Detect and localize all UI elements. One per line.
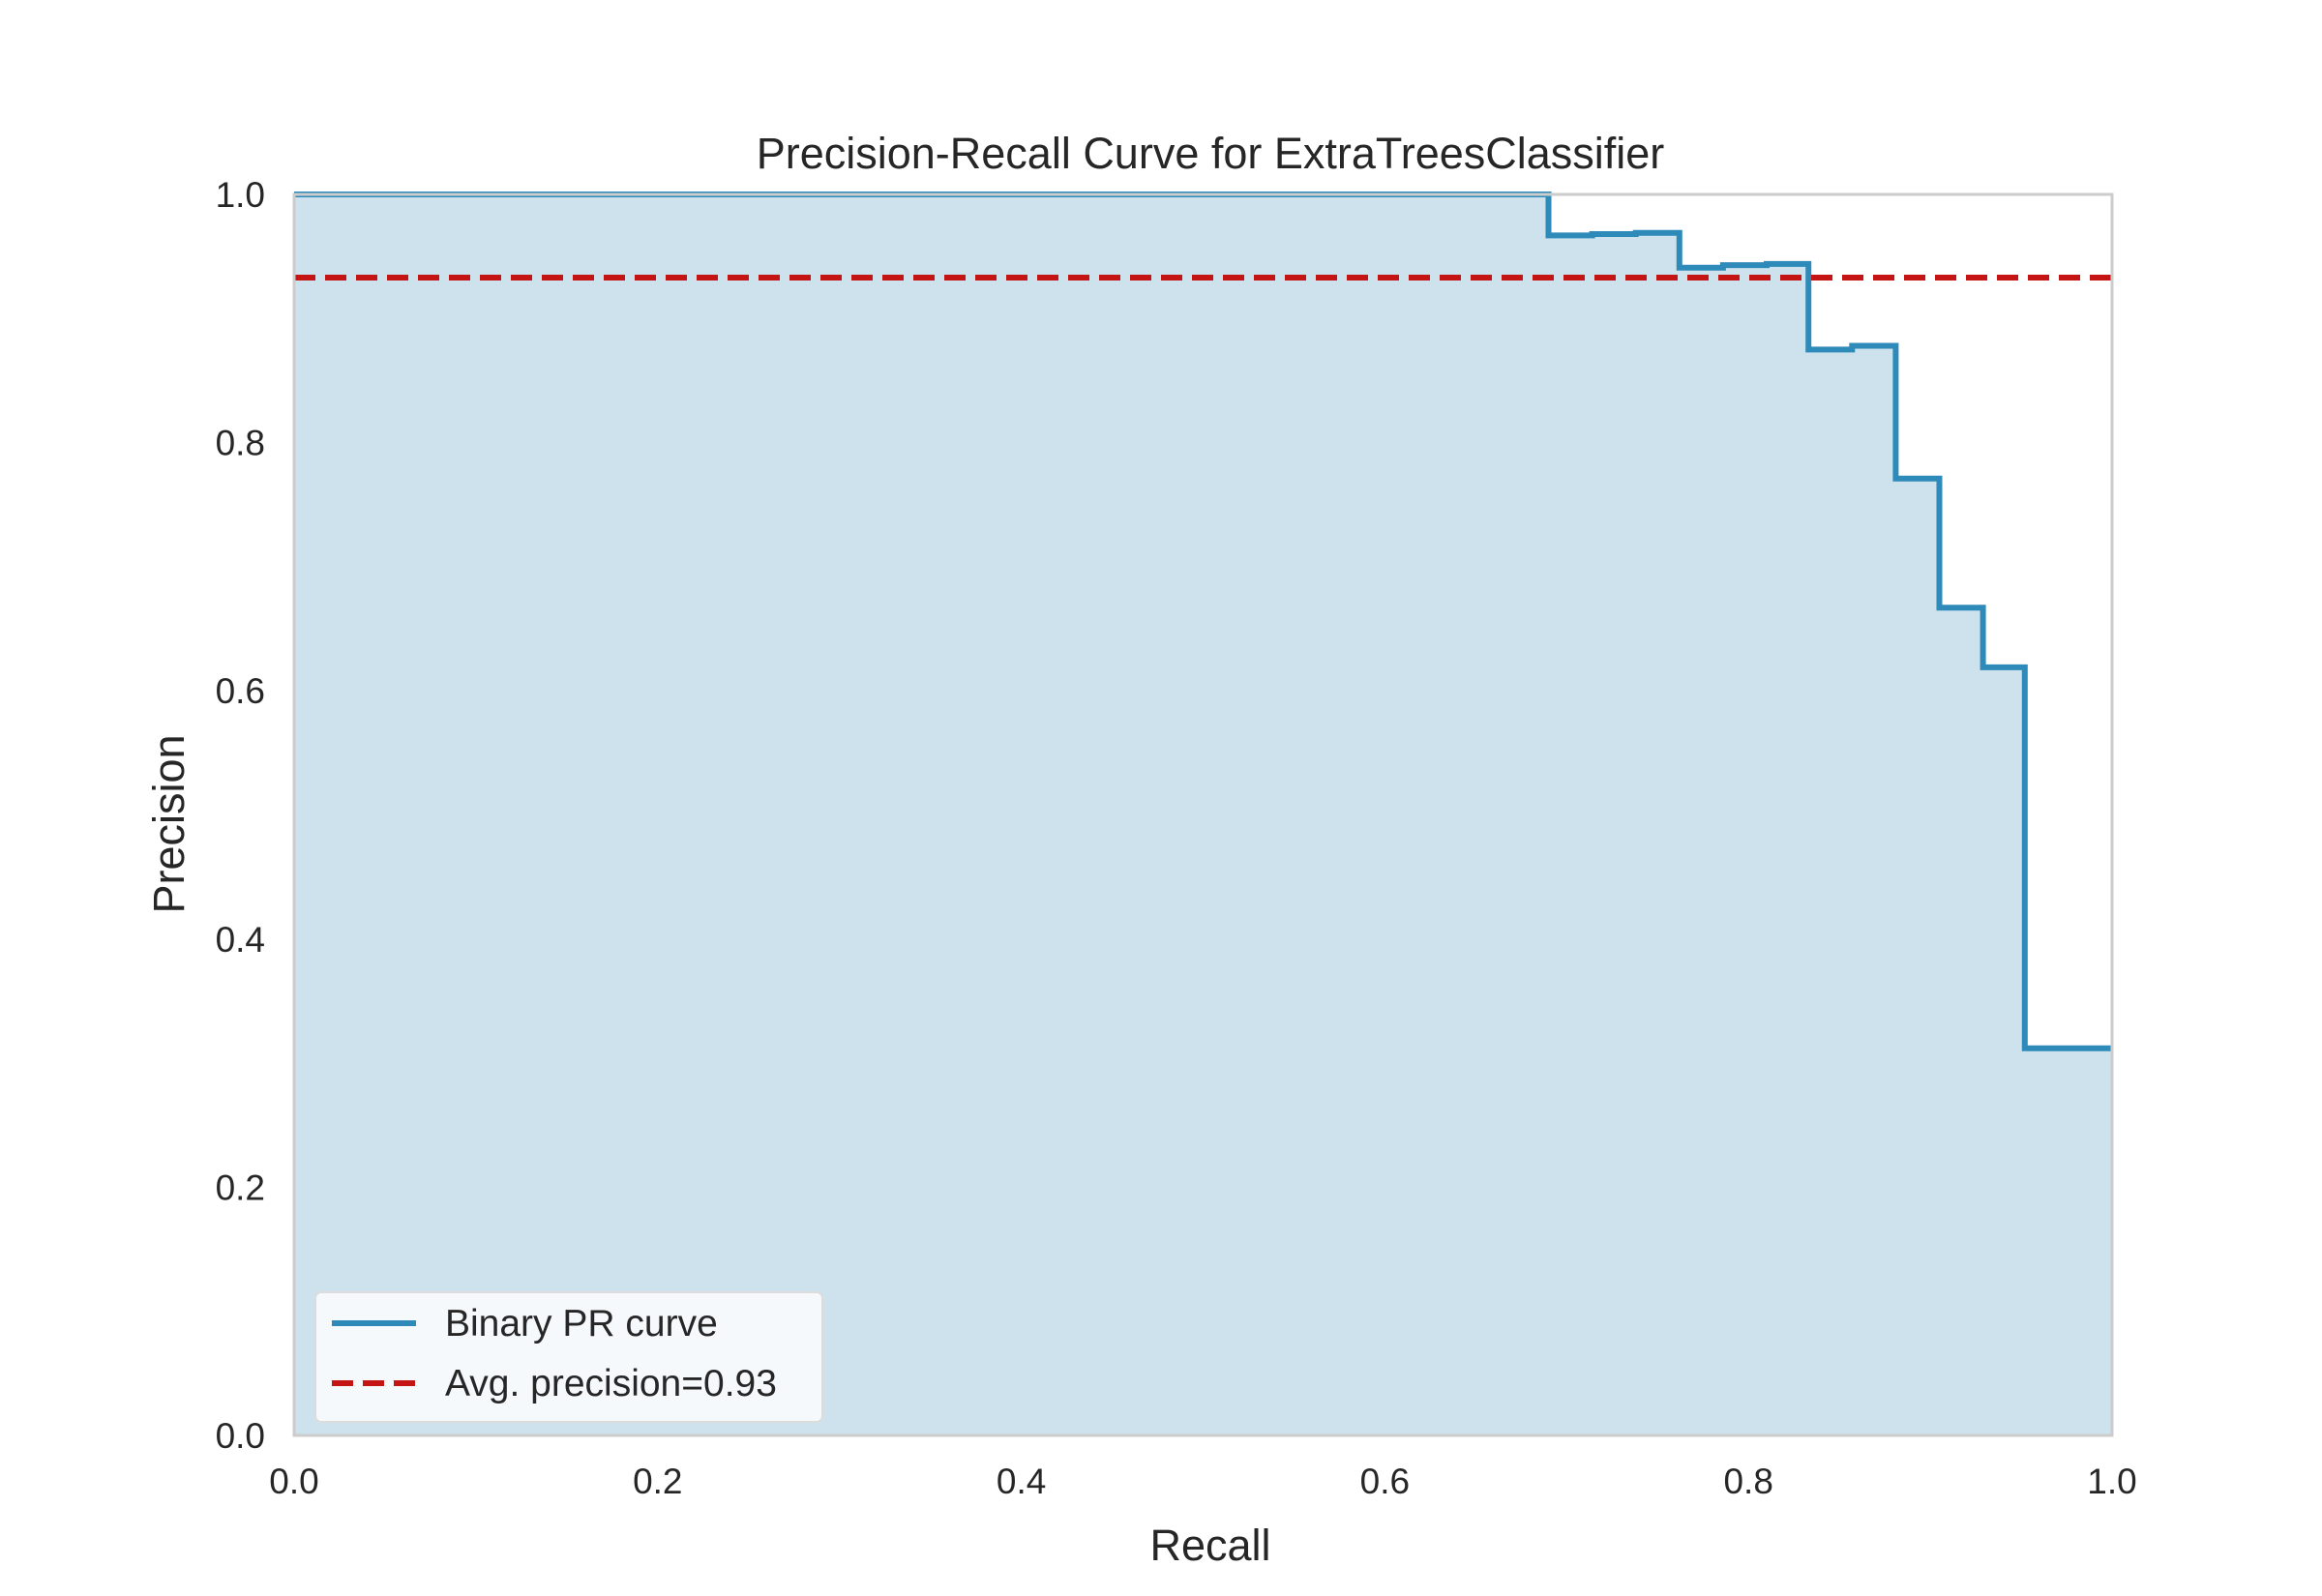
y-tick-label: 0.6 <box>216 671 265 711</box>
legend-avg-precision-label: Avg. precision=0.93 <box>445 1363 777 1404</box>
legend: Binary PR curve Avg. precision=0.93 <box>314 1291 823 1423</box>
x-tick-label: 0.2 <box>633 1462 682 1501</box>
plot-area <box>292 192 2114 1437</box>
pr-curve-fill <box>294 194 2112 1435</box>
legend-pr-curve-label: Binary PR curve <box>445 1303 718 1345</box>
x-axis-label: Recall <box>1149 1521 1270 1570</box>
x-tick-label: 0.4 <box>997 1462 1046 1501</box>
chart-title: Precision-Recall Curve for ExtraTreesCla… <box>757 129 1665 178</box>
y-tick-label: 0.0 <box>216 1416 265 1456</box>
plot-frame <box>292 192 2114 1437</box>
legend-box <box>314 1291 823 1423</box>
y-tick-label: 0.2 <box>216 1167 265 1207</box>
x-tick-label: 0.8 <box>1723 1462 1772 1501</box>
y-tick-label: 0.4 <box>216 920 265 960</box>
y-axis-label: Precision <box>144 734 194 913</box>
pr-curve-line <box>294 192 2112 1051</box>
x-tick-label: 1.0 <box>2087 1462 2136 1501</box>
y-tick-labels: 0.0 0.2 0.4 0.6 0.8 1.0 <box>216 175 265 1456</box>
x-tick-label: 0.0 <box>269 1462 318 1501</box>
x-tick-labels: 0.0 0.2 0.4 0.6 0.8 1.0 <box>269 1462 2136 1501</box>
y-tick-label: 1.0 <box>216 175 265 215</box>
x-tick-label: 0.6 <box>1360 1462 1410 1501</box>
y-tick-label: 0.8 <box>216 424 265 463</box>
